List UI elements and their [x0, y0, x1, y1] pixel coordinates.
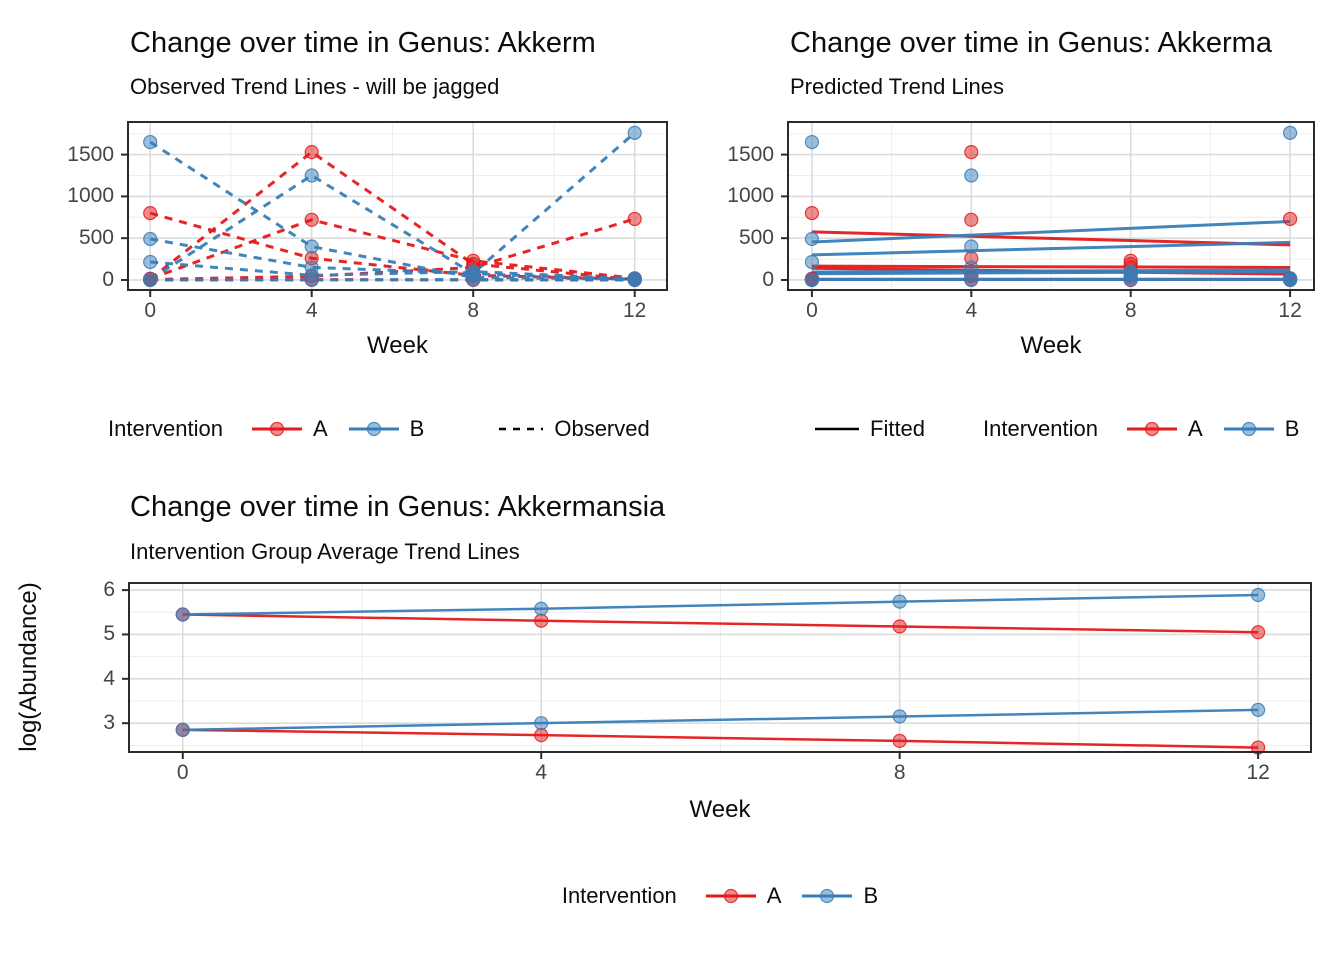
legend-item-label: A [1188, 416, 1203, 441]
chart2-legend: Fitted Intervention A B [812, 412, 1344, 446]
legend-title: Intervention [561, 883, 677, 908]
intervention-b-key-icon [802, 888, 853, 904]
legend-item-label: B [863, 883, 879, 908]
x-tick-label: 0 [176, 761, 189, 784]
chart3-x-axis-title: Week [689, 796, 751, 823]
chart2-subtitle: Predicted Trend Lines [790, 74, 1005, 99]
legend-item-b: B [799, 882, 878, 910]
x-tick-label: 12 [1246, 761, 1270, 784]
legend-title: Intervention [108, 416, 223, 441]
intervention-b-key-icon [348, 421, 399, 437]
y-tick-label: 1500 [727, 142, 774, 166]
legend-item-observed: Observed [496, 415, 650, 443]
chart2-title: Change over time in Genus: Akkerma [790, 27, 1272, 59]
legend-item-fitted: Fitted [812, 415, 925, 443]
x-tick-label: 8 [893, 761, 906, 784]
chart1-x-axis-title: Week [367, 332, 428, 359]
legend-item-b: B [1221, 415, 1300, 443]
chart1-subtitle: Observed Trend Lines - will be jagged [130, 74, 500, 99]
y-tick-label: 500 [738, 226, 774, 250]
x-tick-label: 4 [305, 299, 318, 322]
y-tick-label: 1000 [67, 184, 114, 208]
chart3-subtitle: Intervention Group Average Trend Lines [130, 539, 520, 564]
x-tick-label: 0 [806, 299, 818, 322]
x-tick-label: 8 [1124, 299, 1137, 322]
chart2-x-axis-title: Week [1020, 332, 1082, 359]
legend-item-label: Fitted [870, 416, 926, 441]
legend-item-label: A [766, 883, 782, 908]
x-tick-label: 4 [535, 761, 548, 784]
y-tick-label: 3 [103, 711, 115, 735]
x-tick-label: 8 [467, 299, 480, 322]
legend-item-a: A [249, 415, 328, 443]
legend-item-b: B [346, 415, 425, 443]
legend-item-label: B [1284, 416, 1300, 441]
legend-item-label: B [409, 416, 425, 441]
y-tick-label: 1500 [67, 142, 114, 166]
x-tick-label: 0 [144, 299, 157, 322]
legend-item-a: A [703, 882, 782, 910]
y-tick-label: 0 [102, 267, 114, 291]
chart3-title: Change over time in Genus: Akkermansia [130, 491, 666, 523]
x-tick-label: 4 [965, 299, 978, 322]
y-tick-label: 500 [78, 226, 114, 250]
fitted-solid-line-key-icon [815, 427, 859, 431]
chart3-legend: Intervention A B [129, 879, 1311, 913]
x-tick-label: 12 [623, 299, 647, 322]
intervention-a-key-icon [251, 421, 302, 437]
intervention-a-key-icon [1127, 421, 1177, 437]
chart1-title: Change over time in Genus: Akkerm [130, 27, 596, 59]
chart3-y-axis-title: log(Abundance) [15, 582, 42, 752]
x-tick-label: 12 [1278, 299, 1302, 322]
legend-item-label: A [312, 416, 328, 441]
y-tick-label: 4 [103, 666, 115, 690]
intervention-b-key-icon [1223, 421, 1274, 437]
legend-item-label: Observed [554, 416, 650, 441]
chart1-legend: Intervention A B Observed [108, 412, 672, 446]
y-tick-label: 6 [103, 578, 115, 602]
y-tick-label: 0 [762, 267, 774, 291]
y-tick-label: 1000 [727, 184, 774, 208]
legend-item-a: A [1124, 415, 1203, 443]
legend-title: Intervention [983, 416, 1098, 441]
observed-dashed-line-key-icon [499, 427, 544, 431]
intervention-a-key-icon [705, 888, 756, 904]
y-tick-label: 5 [103, 622, 115, 646]
